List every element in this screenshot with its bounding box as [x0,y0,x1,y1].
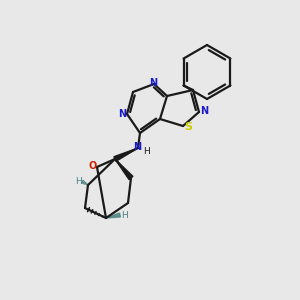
Polygon shape [115,159,133,180]
Text: H: H [75,178,81,187]
Polygon shape [106,213,120,218]
Text: H: H [144,148,150,157]
Text: O: O [89,161,97,171]
Text: H: H [122,211,128,220]
Text: N: N [133,142,141,152]
Text: N: N [118,109,126,119]
Text: N: N [200,106,208,116]
Text: S: S [184,122,192,132]
Polygon shape [114,148,138,161]
Text: N: N [149,78,157,88]
